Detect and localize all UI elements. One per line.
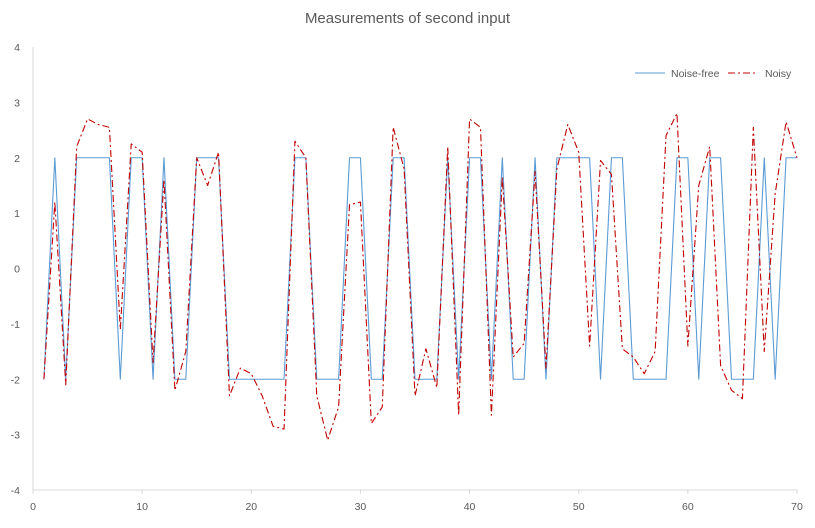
legend-label: Noisy bbox=[765, 68, 792, 80]
y-tick-label: -4 bbox=[11, 485, 20, 497]
x-tick-label: 40 bbox=[464, 501, 476, 513]
y-tick-label: 3 bbox=[14, 97, 20, 109]
y-tick-label: 2 bbox=[14, 153, 20, 165]
x-tick-label: 30 bbox=[355, 501, 367, 513]
series-line-noisy bbox=[43, 112, 798, 441]
y-tick-label: 4 bbox=[14, 42, 20, 54]
y-tick-label: 0 bbox=[14, 264, 20, 276]
y-tick-label: -3 bbox=[11, 430, 20, 442]
chart-title: Measurements of second input bbox=[304, 10, 511, 27]
legend-label: Noise-free bbox=[671, 68, 720, 80]
legend: Noise-free Noisy bbox=[635, 68, 792, 80]
x-tick-label: 20 bbox=[245, 501, 257, 513]
x-tick-label: 70 bbox=[791, 501, 803, 513]
x-tick-label: 50 bbox=[573, 501, 585, 513]
x-tick-label: 60 bbox=[682, 501, 694, 513]
x-tick-label: 10 bbox=[136, 501, 148, 513]
series-layer bbox=[43, 112, 798, 441]
y-tick-label: -1 bbox=[11, 319, 20, 331]
series-line-noise-free bbox=[43, 157, 797, 380]
y-tick-label: -2 bbox=[11, 374, 20, 386]
y-tick-label: 1 bbox=[14, 208, 20, 220]
x-tick-label: 0 bbox=[30, 501, 36, 513]
